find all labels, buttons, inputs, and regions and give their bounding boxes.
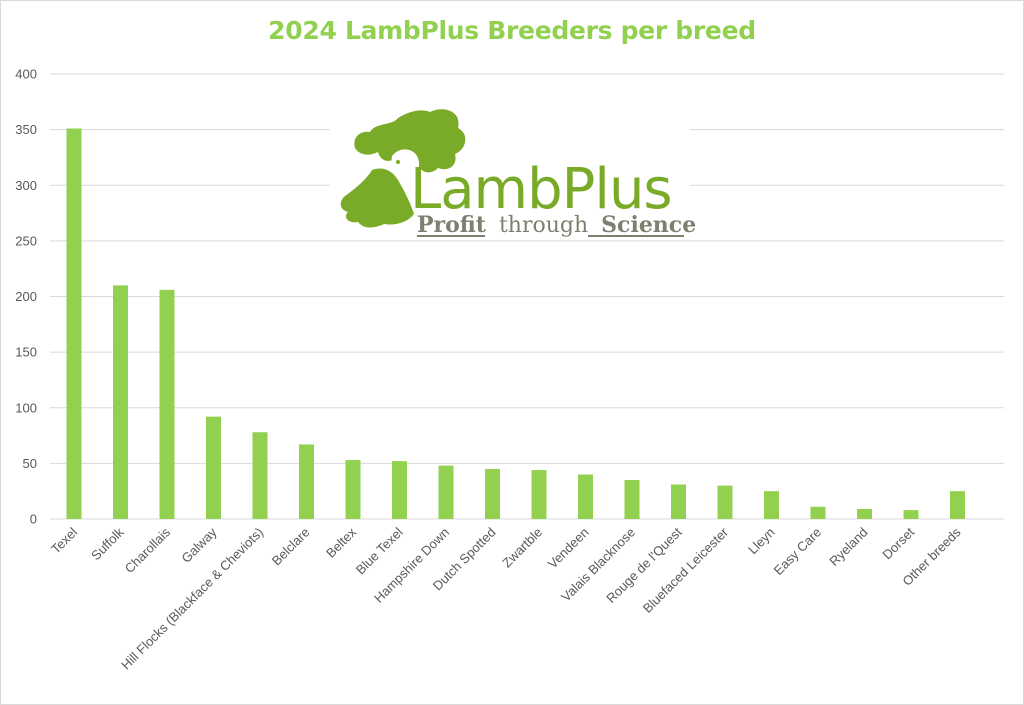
bar (717, 485, 733, 519)
x-category-label: Texel (48, 524, 80, 556)
y-tick-label: 150 (15, 345, 37, 360)
bar (671, 484, 686, 519)
bars (66, 128, 965, 519)
bar (903, 510, 919, 519)
x-category-label: Lleyn (745, 525, 778, 558)
x-category-label: Easy Care (771, 525, 825, 579)
y-tick-label: 50 (23, 456, 37, 471)
x-category-label: Galway (178, 524, 220, 566)
logo-tagline-profit: Profit (417, 212, 487, 238)
logo-tagline-through: through (499, 213, 588, 238)
y-tick-label: 300 (15, 178, 37, 193)
y-axis-ticks: 0 50 100 150 200 250 300 350 400 (15, 67, 37, 527)
logo-tagline: Profit through Science (417, 212, 696, 238)
chart-title: 2024 LambPlus Breeders per breed (268, 16, 756, 45)
y-tick-label: 200 (15, 289, 37, 304)
x-category-label: Zwartble (499, 525, 545, 571)
bar (764, 491, 779, 519)
bar (252, 432, 268, 519)
x-category-label: Vendeen (545, 525, 592, 572)
bar (810, 506, 826, 519)
x-category-label: Beltex (323, 524, 360, 561)
bar (531, 470, 547, 519)
x-category-label: Ryeland (826, 525, 870, 569)
x-category-label: Dorset (879, 524, 917, 562)
bar (857, 508, 872, 519)
bar (66, 128, 82, 519)
bar (159, 289, 175, 519)
bar (624, 480, 640, 519)
y-tick-label: 350 (15, 122, 37, 137)
x-category-label: Charollais (122, 524, 174, 576)
y-tick-label: 0 (30, 512, 37, 527)
lambplus-logo: LambPlus Profit through Science (330, 100, 696, 240)
bar (345, 460, 361, 519)
bar (299, 444, 314, 519)
bar (578, 474, 593, 519)
y-tick-label: 100 (15, 400, 37, 415)
x-category-label: Suffolk (88, 524, 127, 563)
y-tick-label: 400 (15, 67, 37, 82)
bar (485, 468, 500, 519)
bar (950, 491, 965, 519)
bar (206, 416, 221, 519)
bar (392, 461, 407, 519)
bar (113, 285, 128, 519)
y-tick-label: 250 (15, 233, 37, 248)
logo-tagline-science: Science (601, 212, 696, 238)
ireland-map-icon (340, 109, 466, 228)
x-category-label: Bluefaced Leicester (640, 524, 732, 616)
bar (438, 465, 454, 519)
x-category-label: Belclare (269, 525, 313, 569)
logo-wordmark: LambPlus (410, 157, 672, 222)
